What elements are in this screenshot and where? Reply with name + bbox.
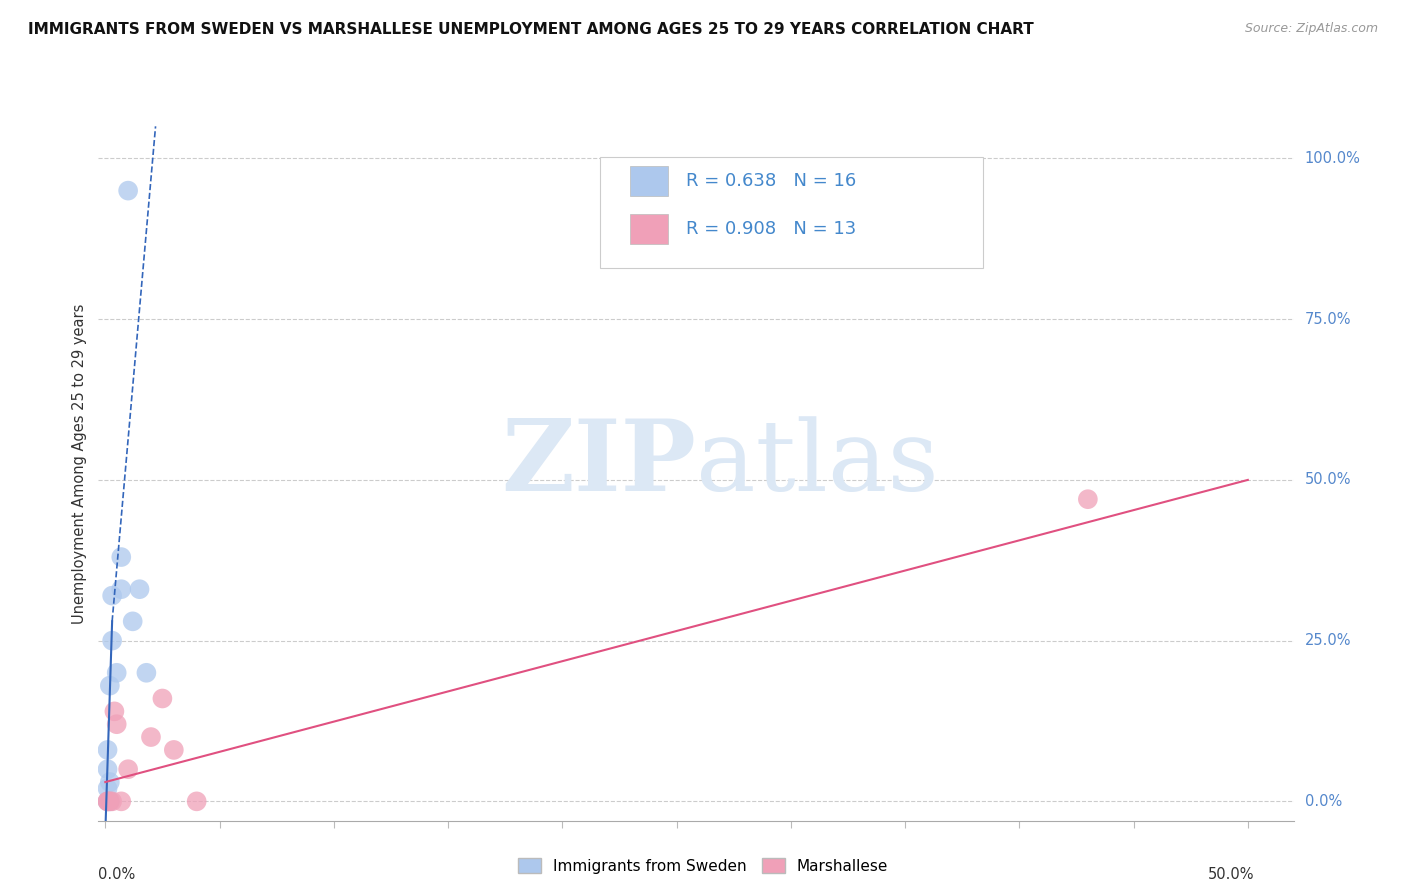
Point [139, 730, 162, 744]
Y-axis label: Unemployment Among Ages 25 to 29 years: Unemployment Among Ages 25 to 29 years [72, 303, 87, 624]
Point [101, 633, 124, 648]
FancyBboxPatch shape [630, 166, 668, 196]
Point [117, 762, 139, 776]
Text: 50.0%: 50.0% [1208, 867, 1254, 882]
Point [97, 743, 120, 757]
FancyBboxPatch shape [600, 157, 983, 268]
Point [98, 679, 121, 693]
Point [98, 794, 121, 808]
FancyBboxPatch shape [630, 214, 668, 244]
Text: 0.0%: 0.0% [1305, 794, 1341, 809]
Point [97, 762, 120, 776]
Point [152, 691, 174, 706]
Text: 25.0%: 25.0% [1305, 633, 1351, 648]
Point [186, 794, 208, 808]
Point [110, 550, 132, 565]
Text: R = 0.638   N = 16: R = 0.638 N = 16 [686, 172, 856, 190]
Text: 0.0%: 0.0% [98, 867, 135, 882]
Text: 50.0%: 50.0% [1305, 473, 1351, 487]
Point [110, 794, 132, 808]
Point [105, 717, 128, 731]
Point [97, 781, 120, 796]
Legend: Immigrants from Sweden, Marshallese: Immigrants from Sweden, Marshallese [512, 852, 894, 880]
Point [97, 794, 120, 808]
Text: R = 0.908   N = 13: R = 0.908 N = 13 [686, 220, 856, 238]
Text: 75.0%: 75.0% [1305, 311, 1351, 326]
Text: atlas: atlas [696, 416, 939, 512]
Point [117, 184, 139, 198]
Point [128, 582, 150, 597]
Text: 100.0%: 100.0% [1305, 151, 1361, 166]
Point [97, 794, 120, 808]
Point [98, 794, 121, 808]
Text: IMMIGRANTS FROM SWEDEN VS MARSHALLESE UNEMPLOYMENT AMONG AGES 25 TO 29 YEARS COR: IMMIGRANTS FROM SWEDEN VS MARSHALLESE UN… [28, 22, 1033, 37]
Point [101, 794, 124, 808]
Point [105, 665, 128, 680]
Point [110, 582, 132, 597]
Point [97, 794, 120, 808]
Text: Source: ZipAtlas.com: Source: ZipAtlas.com [1244, 22, 1378, 36]
Point [135, 665, 157, 680]
Point [101, 589, 124, 603]
Point [103, 704, 125, 718]
Text: ZIP: ZIP [501, 416, 696, 512]
Point [1077, 492, 1099, 507]
Point [121, 615, 143, 629]
Point [98, 775, 121, 789]
Point [163, 743, 186, 757]
